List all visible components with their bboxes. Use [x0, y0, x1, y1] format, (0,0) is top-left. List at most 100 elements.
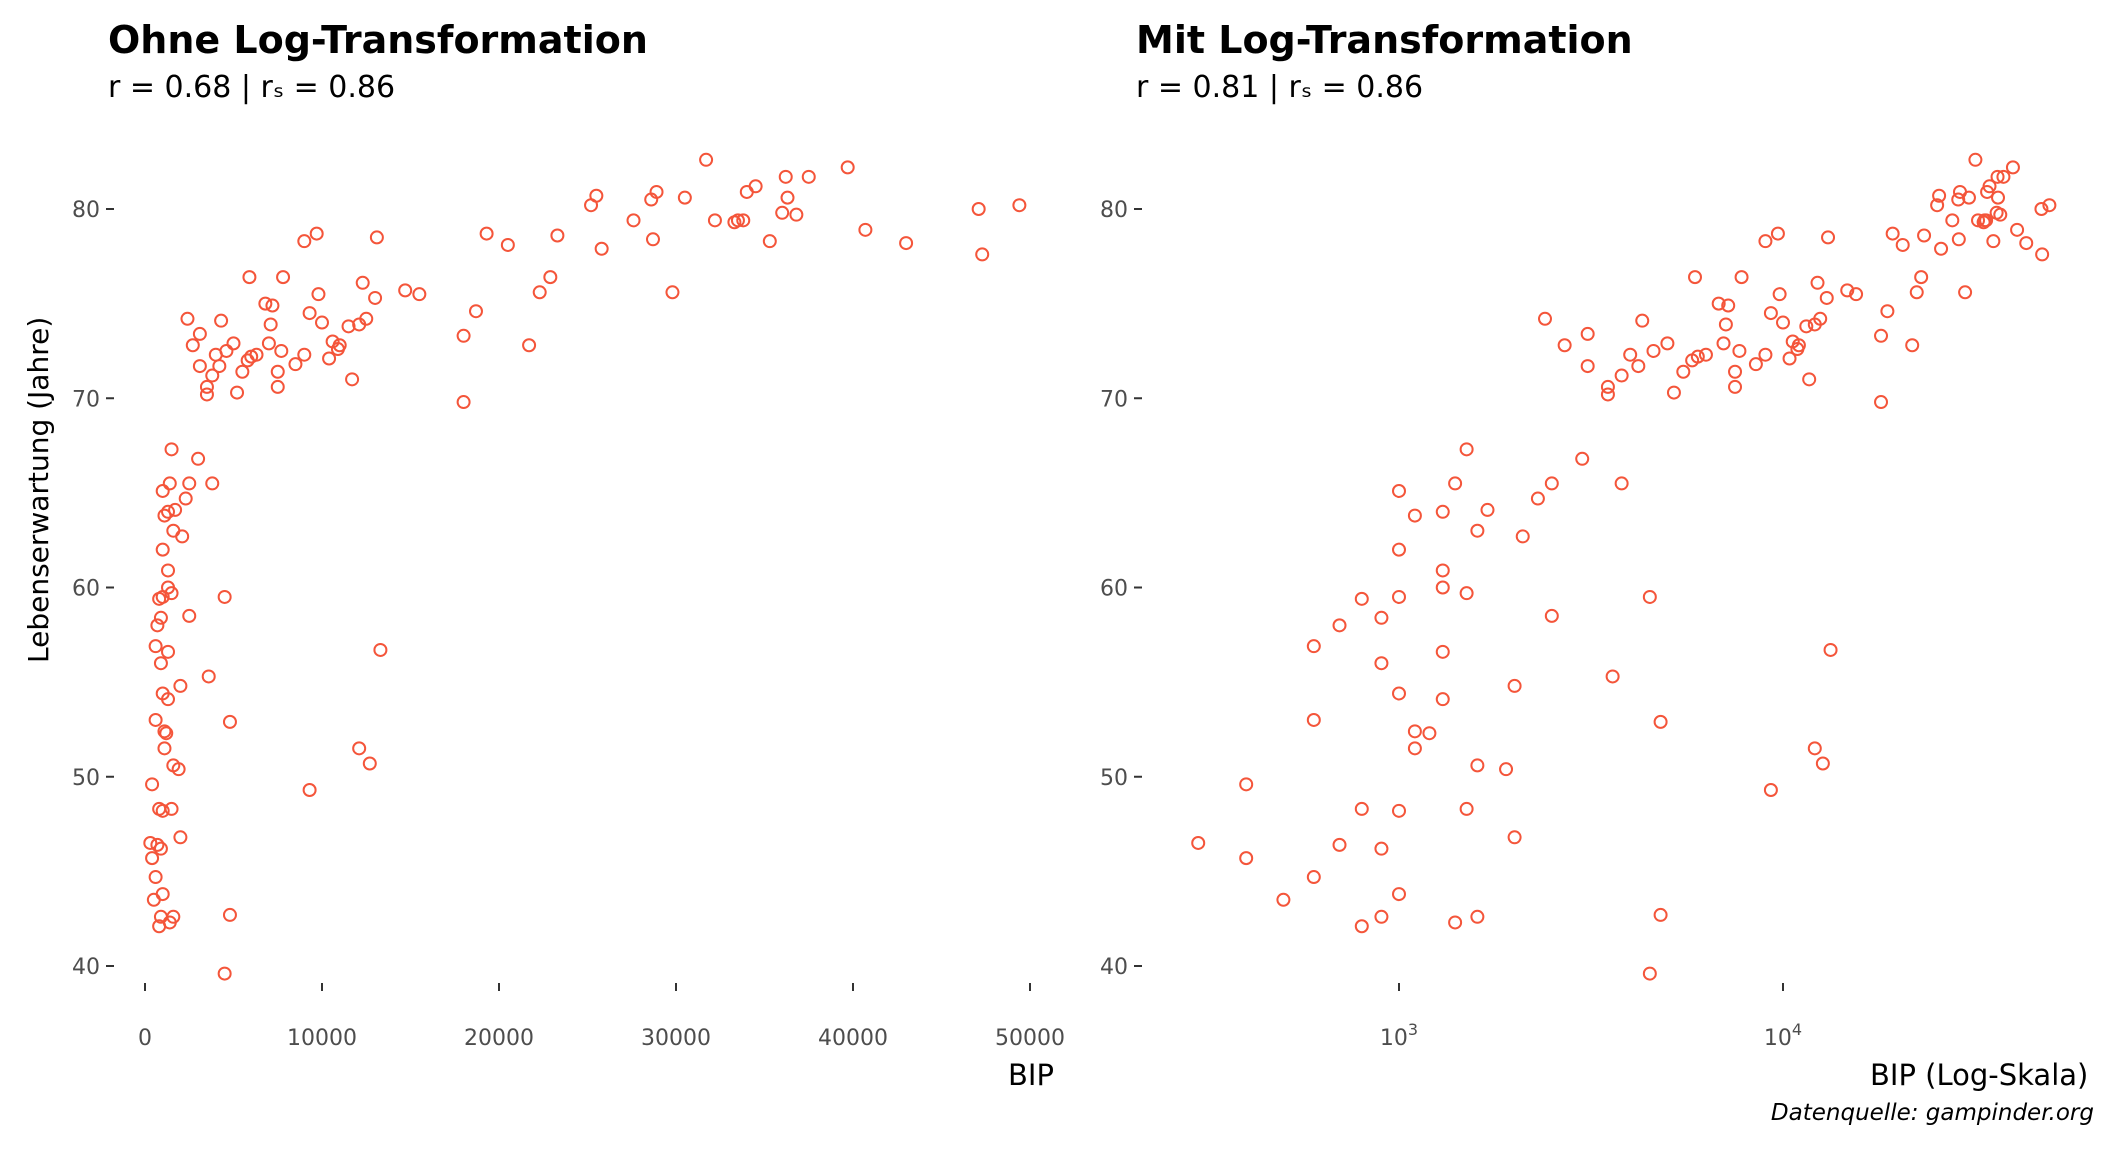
right-data-point	[1758, 347, 1773, 362]
right-x-axis-label: BIP (Log-Skala)	[1870, 1058, 2089, 1092]
right-data-point	[1530, 491, 1545, 506]
right-data-point	[1990, 169, 2005, 184]
right-data-point	[1459, 442, 1474, 457]
right-data-point	[1799, 319, 1814, 334]
left-data-point	[161, 563, 176, 578]
right-data-point	[1932, 188, 1947, 203]
right-data-point	[1631, 359, 1646, 374]
data-source-caption: Datenquelle: gampinder.org	[1770, 1100, 2094, 1126]
left-data-point	[263, 317, 278, 332]
right-data-point	[1605, 669, 1620, 684]
left-data-point	[148, 639, 163, 654]
left-data-point	[468, 304, 483, 319]
left-data-point	[226, 336, 241, 351]
left-x-tick-label: 10000	[287, 1026, 357, 1051]
left-data-point	[148, 712, 163, 727]
left-data-point	[971, 202, 986, 216]
left-data-point	[479, 226, 494, 241]
left-data-point	[274, 343, 289, 358]
right-data-point	[1986, 234, 2001, 249]
right-data-point	[1690, 349, 1705, 364]
right-data-point	[2034, 202, 2049, 216]
right-data-point	[1374, 841, 1389, 856]
right-data-point	[1374, 610, 1389, 625]
right-data-point	[1538, 311, 1553, 326]
left-data-point	[205, 476, 220, 491]
left-data-point	[362, 756, 377, 771]
left-data-point	[649, 184, 664, 199]
right-data-point	[1776, 315, 1790, 330]
left-y-tick-label: 50	[72, 766, 100, 791]
right-data-point	[1914, 270, 1929, 285]
right-data-point	[1470, 909, 1485, 924]
left-data-point	[155, 803, 170, 818]
right-data-point	[1448, 915, 1463, 930]
left-data-point	[730, 213, 745, 228]
right-data-point	[1991, 190, 2006, 205]
right-data-point	[1470, 758, 1485, 773]
right-data-point	[1614, 368, 1629, 383]
right-data-point	[1435, 692, 1450, 707]
right-data-point	[1968, 152, 1983, 167]
left-data-point	[157, 741, 172, 756]
left-x-tick-label: 50000	[995, 1026, 1065, 1051]
left-data-point	[185, 338, 200, 353]
right-data-point	[1392, 483, 1406, 498]
left-data-point	[699, 152, 714, 167]
right-data-point	[1982, 179, 1997, 194]
right-data-point	[1600, 387, 1615, 402]
right-data-point	[1823, 642, 1838, 657]
left-data-point	[159, 726, 174, 741]
left-data-point	[201, 669, 216, 684]
left-data-point	[161, 504, 176, 519]
right-data-point	[1874, 328, 1889, 343]
right-data-point	[1807, 741, 1822, 756]
left-x-tick-label: 40000	[818, 1026, 888, 1051]
left-data-point	[217, 589, 232, 604]
right-data-point	[1909, 285, 1924, 300]
left-data-point	[143, 835, 158, 850]
right-data-point	[1642, 589, 1657, 604]
left-data-point	[219, 343, 234, 358]
left-data-point	[780, 190, 795, 205]
left-data-point	[345, 372, 360, 387]
left-data-point	[157, 724, 172, 739]
right-data-point	[1895, 237, 1910, 252]
left-data-point	[355, 275, 370, 290]
left-data-point	[322, 351, 337, 366]
right-data-point	[1802, 372, 1817, 387]
right-data-point	[1930, 198, 1945, 213]
left-data-point	[249, 347, 264, 362]
left-data-point	[192, 326, 207, 341]
right-data-point	[1354, 919, 1369, 934]
left-data-point	[222, 714, 237, 729]
right-data-point	[1642, 966, 1657, 981]
left-data-point	[182, 608, 197, 623]
right-data-point	[1770, 226, 1785, 241]
left-data-point	[161, 692, 176, 707]
right-data-point	[1600, 379, 1615, 394]
right-data-point	[1718, 317, 1733, 332]
left-data-point	[145, 777, 160, 792]
right-data-point	[1435, 644, 1450, 659]
left-data-point	[148, 870, 163, 885]
left-data-point	[412, 287, 427, 302]
left-data-point	[192, 359, 207, 374]
left-data-point	[155, 542, 170, 557]
right-data-point	[1951, 232, 1966, 247]
left-data-point	[164, 442, 179, 457]
left-y-tick-label: 70	[72, 387, 100, 412]
right-data-point	[1515, 529, 1530, 544]
right-data-point	[1813, 311, 1828, 326]
left-panel-title: Ohne Log-Transformation	[108, 18, 648, 62]
left-data-point	[398, 283, 413, 298]
left-data-point	[748, 179, 763, 194]
right-data-point	[1407, 508, 1422, 523]
right-data-point	[1958, 285, 1973, 300]
left-data-point	[242, 270, 257, 285]
left-data-point	[302, 306, 317, 321]
right-data-point	[1934, 241, 1949, 256]
left-data-point	[736, 213, 751, 228]
left-data-point	[368, 290, 383, 305]
